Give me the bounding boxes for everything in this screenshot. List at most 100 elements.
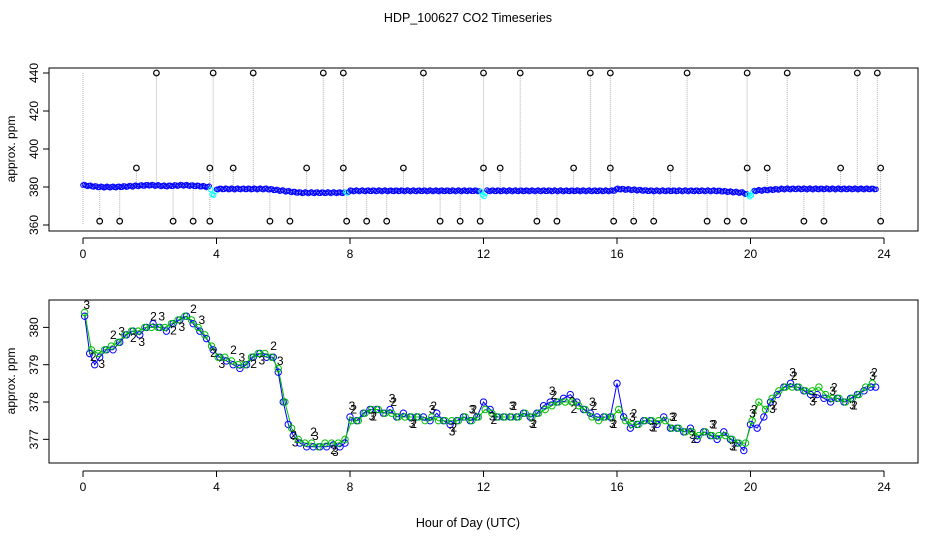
bottom-x-tick-label: 16 (610, 480, 624, 494)
series-3-point (559, 394, 568, 402)
series-3-point (766, 398, 775, 406)
top-outlier-point (533, 217, 541, 225)
series-2-point (287, 424, 296, 432)
series-2-marker-label: 2 (791, 369, 798, 383)
top-outlier-point (229, 164, 237, 172)
series-3-marker-label: 3 (98, 357, 105, 371)
series-2-point (294, 435, 302, 444)
series-3-point (90, 361, 99, 369)
series-2-line (84, 312, 873, 448)
bottom-x-tick-label: 8 (347, 480, 354, 494)
series-2-point (521, 409, 529, 417)
series-3-point (162, 327, 171, 335)
series-3-marker-label: 3 (809, 395, 816, 409)
top-outlier-point (606, 69, 614, 77)
series-3-marker-label: 3 (239, 350, 246, 364)
top-outlier-point (319, 69, 327, 77)
top-outlier-point (703, 217, 711, 225)
top-x-tick-label: 16 (610, 247, 624, 261)
top-data-marks (80, 69, 885, 225)
series-2-point (688, 428, 696, 436)
series-2-marker-label: 2 (591, 399, 598, 413)
series-2-marker-label: 2 (290, 428, 297, 442)
series-2-point (528, 413, 536, 421)
top-outlier-point (206, 217, 214, 225)
series-2-marker-label: 2 (811, 391, 818, 405)
series-3-point (746, 420, 755, 429)
top-y-tick-label: 420 (27, 101, 41, 121)
top-outlier-point (783, 69, 791, 77)
series-3-point (189, 319, 197, 328)
series-3-marker-label: 3 (83, 298, 90, 312)
series-2-point (594, 416, 603, 425)
series-3-marker-label: 3 (649, 421, 656, 435)
series-2-marker-label: 2 (491, 413, 498, 427)
top-x-tick-label: 24 (877, 247, 891, 261)
series-3-point (619, 413, 628, 421)
series-3-point (85, 349, 94, 358)
top-outlier-point (743, 164, 751, 172)
bottom-y-axis-label: approx. ppm (4, 348, 18, 415)
series-3-point (773, 390, 781, 399)
series-3-point (653, 420, 661, 429)
series-2-point (174, 316, 182, 324)
top-baseline-point (207, 186, 214, 193)
top-x-tick-label: 8 (347, 247, 354, 261)
series-2-point (848, 394, 856, 402)
series-3-point (753, 424, 761, 432)
top-y-tick-label: 380 (27, 177, 41, 197)
series-3-point (539, 402, 548, 410)
series-2-point (588, 413, 596, 421)
series-2-point (354, 416, 363, 425)
series-3-marker-label: 3 (789, 365, 796, 379)
series-3-marker-label: 3 (118, 324, 125, 338)
top-outlier-point (606, 164, 614, 172)
series-3-marker-label: 3 (529, 417, 536, 431)
series-2-point (361, 409, 369, 417)
series-2-marker-label: 2 (370, 409, 377, 423)
series-2-marker-label: 2 (851, 398, 858, 412)
top-outlier-point (570, 164, 578, 172)
series-3-point (136, 331, 144, 339)
figure-title: HDP_100627 CO2 Timeseries (384, 11, 552, 25)
series-2-point (795, 383, 803, 391)
series-2-point (221, 353, 229, 361)
series-3-point (426, 416, 434, 425)
top-outlier-point (667, 164, 674, 172)
series-2-point (194, 323, 202, 332)
series-2-point (741, 439, 750, 447)
series-2-point (100, 346, 109, 354)
series-2-marker-label: 2 (751, 403, 758, 417)
series-3-marker-label: 3 (259, 354, 266, 368)
series-2-point (488, 409, 496, 417)
top-outlier-point (383, 217, 391, 225)
series-2-marker-label: 2 (450, 421, 457, 435)
series-2-marker-label: 2 (470, 403, 477, 417)
series-2-point (548, 402, 556, 410)
series-2-point (695, 431, 703, 440)
series-3-point (222, 357, 231, 365)
series-3-marker-label: 3 (509, 399, 516, 413)
series-2-point (421, 416, 429, 425)
series-3-marker-label: 3 (369, 409, 376, 423)
series-2-marker-label: 2 (691, 432, 698, 446)
bottom-y-tick-label: 378 (27, 392, 41, 412)
series-2-point (414, 413, 423, 421)
top-outlier-point (116, 217, 124, 225)
top-outlier-point (820, 217, 828, 225)
series-2-marker-label: 2 (731, 439, 738, 453)
series-2-marker-label: 2 (90, 350, 97, 364)
series-3-point (686, 424, 695, 432)
series-3-marker-label: 3 (198, 313, 205, 327)
series-3-point (786, 379, 795, 388)
series-3-point (826, 398, 835, 406)
series-3-marker-label: 3 (332, 445, 339, 459)
bottom-x-axis: 0 4 8 12 16 20 24 (80, 470, 891, 494)
top-outlier-point (610, 217, 618, 225)
series-3-marker-label: 3 (749, 406, 756, 420)
series-2-point (94, 349, 102, 358)
series-2-point (281, 398, 289, 406)
top-outlier-point (683, 69, 691, 77)
